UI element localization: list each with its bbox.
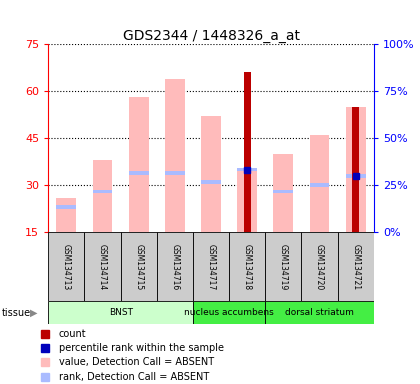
Text: GSM134718: GSM134718 xyxy=(243,244,252,290)
Text: count: count xyxy=(59,329,86,339)
Bar xyxy=(56,198,76,232)
Bar xyxy=(201,180,221,184)
Text: GSM134721: GSM134721 xyxy=(351,244,360,290)
Bar xyxy=(129,171,149,175)
Bar xyxy=(310,184,330,187)
Bar xyxy=(265,232,302,301)
Bar xyxy=(48,232,84,301)
Text: GSM134717: GSM134717 xyxy=(207,244,215,290)
Bar xyxy=(193,301,265,324)
Bar xyxy=(244,72,251,232)
Text: ▶: ▶ xyxy=(30,308,38,318)
Bar xyxy=(302,232,338,301)
Bar xyxy=(237,168,257,172)
Bar xyxy=(352,107,360,232)
Bar xyxy=(346,107,366,232)
Text: GSM134714: GSM134714 xyxy=(98,244,107,290)
Text: BNST: BNST xyxy=(109,308,133,317)
Bar xyxy=(92,160,113,232)
Text: percentile rank within the sample: percentile rank within the sample xyxy=(59,343,223,353)
Bar xyxy=(157,232,193,301)
Bar xyxy=(273,190,293,194)
Bar xyxy=(92,190,113,194)
Bar xyxy=(48,301,193,324)
Bar xyxy=(229,232,265,301)
Text: GSM134719: GSM134719 xyxy=(279,244,288,290)
Bar xyxy=(121,232,157,301)
Bar xyxy=(201,116,221,232)
Bar xyxy=(129,98,149,232)
Bar xyxy=(56,205,76,209)
Bar xyxy=(193,232,229,301)
Text: GSM134716: GSM134716 xyxy=(171,244,179,290)
Bar xyxy=(338,232,374,301)
Text: GSM134715: GSM134715 xyxy=(134,244,143,290)
Bar xyxy=(165,171,185,175)
Text: tissue: tissue xyxy=(2,308,31,318)
Text: nucleus accumbens: nucleus accumbens xyxy=(184,308,274,317)
Bar xyxy=(265,301,374,324)
Bar xyxy=(346,174,366,178)
Bar xyxy=(273,154,293,232)
Bar xyxy=(84,232,121,301)
Title: GDS2344 / 1448326_a_at: GDS2344 / 1448326_a_at xyxy=(123,29,299,43)
Bar xyxy=(237,170,257,232)
Text: GSM134720: GSM134720 xyxy=(315,244,324,290)
Text: GSM134713: GSM134713 xyxy=(62,244,71,290)
Text: rank, Detection Call = ABSENT: rank, Detection Call = ABSENT xyxy=(59,372,209,382)
Bar xyxy=(165,79,185,232)
Bar xyxy=(310,135,330,232)
Text: dorsal striatum: dorsal striatum xyxy=(285,308,354,317)
Text: value, Detection Call = ABSENT: value, Detection Call = ABSENT xyxy=(59,358,214,367)
